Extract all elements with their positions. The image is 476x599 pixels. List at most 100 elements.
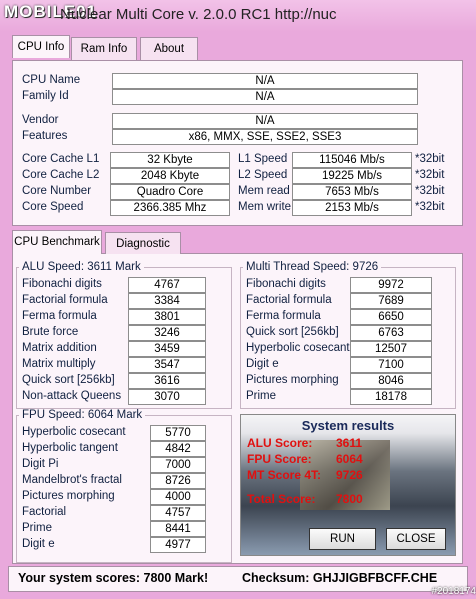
field-label: Core Number — [22, 185, 92, 197]
bench-label: Ferma formula — [246, 310, 321, 322]
field-label: Core Speed — [22, 201, 84, 213]
field-unit: *32bit — [415, 201, 445, 213]
field-label: L1 Speed — [238, 153, 288, 165]
bench-label: Digit e — [22, 538, 55, 550]
score-label: ALU Score: — [247, 436, 313, 450]
score-label: MT Score 4T: — [247, 468, 322, 482]
bench-label: Digit e — [246, 358, 279, 370]
score-value: 3611 — [336, 436, 363, 450]
bench-value: 3547 — [128, 357, 206, 373]
field-value: 32 Kbyte — [110, 152, 230, 168]
field-value: N/A — [112, 73, 418, 89]
field-label: Core Cache L1 — [22, 153, 100, 165]
score-value: 7800 — [336, 492, 363, 506]
field-value: N/A — [112, 89, 418, 105]
bench-value: 4000 — [150, 489, 206, 505]
field-unit: *32bit — [415, 185, 445, 197]
field-label: Mem read — [238, 185, 290, 197]
window-title: Nuclear Multi Core v. 2.0.0 RC1 http://n… — [60, 6, 337, 23]
field-value: 2153 Mb/s — [292, 200, 412, 216]
field-label: Vendor — [22, 114, 59, 126]
bench-label: Ferma formula — [22, 310, 97, 322]
bench-label: Fibonachi digits — [22, 278, 102, 290]
group-title: FPU Speed: 6064 Mark — [19, 409, 146, 421]
bench-label: Prime — [246, 390, 277, 402]
tab[interactable]: CPU Benchmark — [12, 230, 102, 254]
results-chip — [300, 440, 390, 510]
title-bar — [0, 0, 476, 32]
bench-value: 8046 — [350, 373, 432, 389]
group-title: Multi Thread Speed: 9726 — [243, 261, 382, 273]
field-label: Features — [22, 130, 68, 142]
credit: #2018174 — [431, 586, 476, 597]
bench-label: Fibonachi digits — [246, 278, 326, 290]
bench-value: 5770 — [150, 425, 206, 441]
field-label: Core Cache L2 — [22, 169, 100, 181]
bench-label: Quick sort [256kb] — [246, 326, 339, 338]
bench-value: 3246 — [128, 325, 206, 341]
field-unit: *32bit — [415, 153, 445, 165]
status-scores: Your system scores: 7800 Mark! — [18, 571, 209, 585]
bench-label: Non-attack Queens — [22, 390, 122, 402]
bench-value: 3070 — [128, 389, 206, 405]
tab[interactable]: CPU Info — [12, 35, 70, 58]
score-label: FPU Score: — [247, 452, 312, 466]
field-value: N/A — [112, 113, 418, 129]
field-label: CPU Name — [22, 74, 81, 86]
score-label: Total Score: — [247, 492, 316, 506]
field-value: 7653 Mb/s — [292, 184, 412, 200]
score-value: 9726 — [336, 468, 363, 482]
bench-value: 4842 — [150, 441, 206, 457]
bench-label: Digit Pi — [22, 458, 59, 470]
bench-label: Pictures morphing — [246, 374, 339, 386]
bench-value: 9972 — [350, 277, 432, 293]
run-button[interactable]: RUN — [309, 528, 376, 550]
bench-value: 7689 — [350, 293, 432, 309]
bench-label: Brute force — [22, 326, 79, 338]
bench-value: 6763 — [350, 325, 432, 341]
bench-value: 3801 — [128, 309, 206, 325]
group-title: ALU Speed: 3611 Mark — [19, 261, 144, 273]
status-checksum: Checksum: GHJJIGBFBCFF.CHE — [242, 571, 438, 585]
bench-label: Hyperbolic cosecant — [246, 342, 350, 354]
bench-label: Factorial — [22, 506, 67, 518]
field-unit: *32bit — [415, 169, 445, 181]
bench-label: Mandelbrot's fractal — [22, 474, 122, 486]
bench-value: 3616 — [128, 373, 206, 389]
bench-value: 4767 — [128, 277, 206, 293]
results-title: System results — [301, 418, 395, 433]
field-label: Family Id — [22, 90, 69, 102]
field-value: 2366.385 Mhz — [110, 200, 230, 216]
bench-value: 6650 — [350, 309, 432, 325]
bench-label: Factorial formula — [246, 294, 332, 306]
bench-value: 8726 — [150, 473, 206, 489]
bench-label: Pictures morphing — [22, 490, 115, 502]
field-label: Mem write — [238, 201, 292, 213]
bench-label: Hyperbolic cosecant — [22, 426, 126, 438]
bench-value: 7000 — [150, 457, 206, 473]
bench-value: 18178 — [350, 389, 432, 405]
field-value: Quadro Core — [110, 184, 230, 200]
bench-label: Factorial formula — [22, 294, 108, 306]
score-value: 6064 — [336, 452, 363, 466]
field-value: 2048 Kbyte — [110, 168, 230, 184]
tab[interactable]: Ram Info — [71, 37, 137, 60]
bench-label: Matrix addition — [22, 342, 97, 354]
close-button[interactable]: CLOSE — [386, 528, 446, 550]
field-value: 19225 Mb/s — [292, 168, 412, 184]
bench-label: Prime — [22, 522, 53, 534]
watermark: MOBILE01 — [4, 2, 98, 21]
bench-value: 3384 — [128, 293, 206, 309]
bench-value: 4977 — [150, 537, 206, 553]
bench-label: Hyperbolic tangent — [22, 442, 118, 454]
bench-value: 7100 — [350, 357, 432, 373]
bench-value: 12507 — [350, 341, 432, 357]
bench-value: 4757 — [150, 505, 206, 521]
field-value: 115046 Mb/s — [292, 152, 412, 168]
bench-value: 8441 — [150, 521, 206, 537]
tab[interactable]: Diagnostic — [105, 232, 181, 254]
tab[interactable]: About — [140, 37, 198, 60]
field-value: x86, MMX, SSE, SSE2, SSE3 — [112, 129, 418, 145]
status-bar — [8, 566, 468, 592]
